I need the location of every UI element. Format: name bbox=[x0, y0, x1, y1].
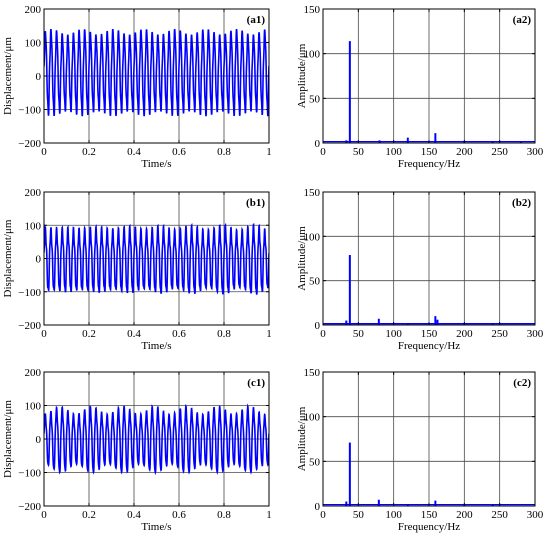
x-axis-label: Frequency/Hz bbox=[398, 158, 460, 170]
y-axis-label: Amplitude/μm bbox=[296, 226, 308, 291]
x-tick-label: 1 bbox=[266, 146, 272, 158]
waveform-line bbox=[44, 28, 269, 117]
x-axis-label: Time/s bbox=[141, 521, 171, 533]
x-tick-label: 100 bbox=[385, 328, 402, 340]
x-tick-label: 0 bbox=[320, 509, 326, 521]
x-tick-label: 300 bbox=[527, 328, 544, 340]
y-tick-label: 200 bbox=[25, 367, 42, 379]
y-tick-label: −100 bbox=[18, 287, 41, 299]
y-tick-label: 50 bbox=[309, 93, 321, 105]
x-tick-label: 0.4 bbox=[127, 328, 141, 340]
panel-label: (b1) bbox=[246, 197, 265, 209]
y-tick-label: 150 bbox=[304, 367, 321, 379]
x-tick-label: 250 bbox=[491, 146, 508, 158]
y-tick-label: 100 bbox=[25, 38, 42, 50]
panel-a2: 0 50 100 150 200 250 300050100150Frequency/HzA… bbox=[296, 4, 544, 170]
y-tick-label: 50 bbox=[309, 276, 321, 288]
panel-a1: 0 0.2 0.4 0.6 0.8 1 −200 −100 0 100 200 Time/s Displ… bbox=[2, 4, 272, 170]
y-tick-label: −200 bbox=[18, 138, 41, 150]
series-b1 bbox=[44, 222, 269, 295]
x-tick-label: 50 bbox=[353, 509, 365, 521]
panel-label: (c2) bbox=[513, 377, 531, 389]
y-tick-label: 0 bbox=[315, 320, 321, 332]
y-axis-label: Displacement/μm bbox=[2, 219, 14, 297]
x-tick-label: 1 bbox=[266, 509, 272, 521]
x-tick-label: 200 bbox=[456, 146, 473, 158]
waveform-line bbox=[44, 222, 269, 295]
x-axis-label: Frequency/Hz bbox=[398, 521, 460, 533]
x-tick-label: 0.6 bbox=[172, 146, 186, 158]
x-axis-label: Time/s bbox=[141, 158, 171, 170]
y-tick-label: −200 bbox=[18, 320, 41, 332]
panel-c2: 0 50 100 150 200 250 300050100150Frequency/HzA… bbox=[296, 367, 544, 533]
y-tick-label: 100 bbox=[304, 231, 321, 243]
x-axis-label: Frequency/Hz bbox=[398, 340, 460, 352]
panel-b2: 0 50 100 150 200 250 300050100150Frequency/HzA… bbox=[296, 187, 544, 352]
x-tick-label: 0.2 bbox=[82, 509, 96, 521]
y-tick-label: 0 bbox=[36, 71, 42, 83]
x-tick-label: 0 bbox=[320, 328, 326, 340]
y-tick-label: 100 bbox=[304, 49, 321, 61]
y-tick-label: 150 bbox=[304, 4, 321, 16]
x-tick-label: 150 bbox=[421, 328, 438, 340]
x-tick-label: 0.8 bbox=[217, 328, 231, 340]
x-tick-label: 50 bbox=[353, 328, 365, 340]
x-tick-label: 100 bbox=[385, 509, 402, 521]
y-axis-label: Displacement/μm bbox=[2, 37, 14, 115]
x-tick-label: 0.2 bbox=[82, 328, 96, 340]
x-tick-label: 50 bbox=[353, 146, 365, 158]
y-tick-label: 100 bbox=[25, 401, 42, 413]
panel-label: (c1) bbox=[247, 377, 265, 389]
y-tick-label: −100 bbox=[18, 468, 41, 480]
x-tick-label: 0 bbox=[41, 328, 47, 340]
x-tick-label: 0 bbox=[41, 146, 47, 158]
x-tick-label: 300 bbox=[527, 509, 544, 521]
y-tick-label: 0 bbox=[36, 434, 42, 446]
y-tick-label: 0 bbox=[315, 501, 321, 513]
x-tick-label: 200 bbox=[456, 328, 473, 340]
y-tick-label: 100 bbox=[304, 412, 321, 424]
y-tick-label: 200 bbox=[25, 4, 42, 16]
panel-b1: 0 0.2 0.4 0.6 0.8 1 −200 −100 0 100 200 Time/s Displ… bbox=[2, 187, 272, 352]
series-c1 bbox=[44, 403, 269, 476]
x-tick-label: 0.4 bbox=[127, 509, 141, 521]
y-tick-label: 0 bbox=[36, 254, 42, 266]
panel-label: (a1) bbox=[247, 14, 266, 26]
series-a1 bbox=[44, 28, 269, 117]
x-tick-label: 150 bbox=[421, 509, 438, 521]
x-axis-label: Time/s bbox=[141, 340, 171, 352]
x-tick-label: 0.2 bbox=[82, 146, 96, 158]
x-tick-label: 0.4 bbox=[127, 146, 141, 158]
panel-c1: 0 0.2 0.4 0.6 0.8 1 −200 −100 0 100 200 Time/s Displ… bbox=[2, 367, 272, 533]
panel-label: (a2) bbox=[513, 14, 532, 26]
y-axis-label: Amplitude/μm bbox=[296, 406, 308, 471]
y-tick-label: 150 bbox=[304, 187, 321, 199]
y-tick-label: −100 bbox=[18, 105, 41, 117]
x-tick-label: 100 bbox=[385, 146, 402, 158]
y-axis-label: Amplitude/μm bbox=[296, 43, 308, 108]
y-tick-label: 200 bbox=[25, 187, 42, 199]
y-tick-label: 50 bbox=[309, 456, 321, 468]
x-tick-label: 300 bbox=[527, 146, 544, 158]
x-tick-label: 150 bbox=[421, 146, 438, 158]
x-tick-label: 0.8 bbox=[217, 146, 231, 158]
panel-label: (b2) bbox=[512, 197, 531, 209]
x-tick-label: 0.6 bbox=[172, 328, 186, 340]
x-tick-label: 0.8 bbox=[217, 509, 231, 521]
x-tick-label: 200 bbox=[456, 509, 473, 521]
x-tick-label: 1 bbox=[266, 328, 272, 340]
waveform-line bbox=[44, 403, 269, 476]
y-axis-label: Displacement/μm bbox=[2, 400, 14, 478]
y-tick-label: 0 bbox=[315, 138, 321, 150]
x-tick-label: 250 bbox=[491, 509, 508, 521]
y-tick-label: 100 bbox=[25, 220, 42, 232]
y-tick-label: −200 bbox=[18, 501, 41, 513]
x-tick-label: 0 bbox=[320, 146, 326, 158]
x-tick-label: 250 bbox=[491, 328, 508, 340]
x-tick-label: 0.6 bbox=[172, 509, 186, 521]
x-tick-label: 0 bbox=[41, 509, 47, 521]
